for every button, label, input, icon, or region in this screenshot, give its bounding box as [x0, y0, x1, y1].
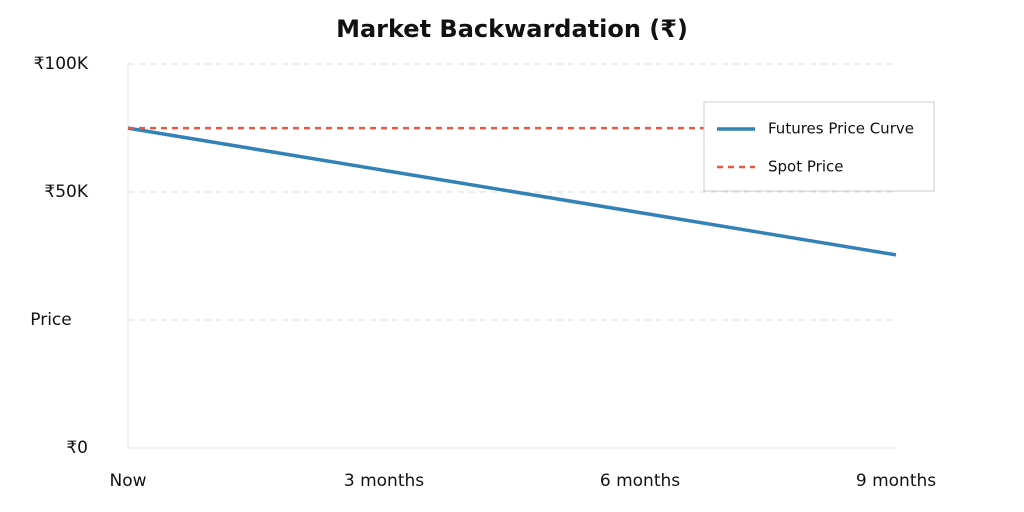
series-line [127, 126, 897, 257]
legend-box [703, 101, 935, 192]
y-axis-label: Price [30, 310, 71, 330]
legend: Futures Price Curve Spot Price [703, 101, 935, 192]
x-tick-label: 9 months [856, 471, 936, 491]
chart-title: Market Backwardation (₹) [336, 15, 688, 43]
x-tick-label: 3 months [344, 471, 424, 491]
legend-label: Futures Price Curve [768, 120, 914, 138]
legend-label: Spot Price [768, 158, 843, 176]
y-tick-label: ₹50K [44, 182, 88, 202]
x-tick-label: Now [109, 471, 146, 491]
y-tick-label: ₹100K [34, 54, 89, 74]
x-tick-label: 6 months [600, 471, 680, 491]
y-tick-label: ₹0 [66, 438, 88, 458]
